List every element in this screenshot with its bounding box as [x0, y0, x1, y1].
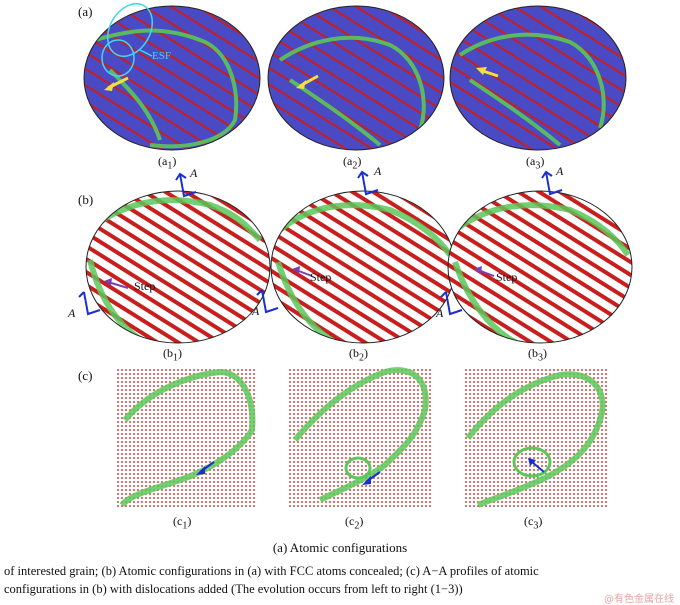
panel-label-b1: (b1)	[163, 346, 182, 364]
step-label-b3: Step	[496, 270, 518, 284]
section-label: A	[374, 164, 382, 178]
panel-b2-image	[270, 190, 456, 344]
watermark: @有色金属在线	[604, 594, 674, 605]
panel-label-c1: (c1)	[173, 514, 192, 532]
esf-outline	[101, 3, 154, 77]
panel-a1-image	[83, 3, 261, 151]
row-label-b: (b)	[78, 192, 94, 207]
caption-line-2: configurations in (b) with dislocations …	[4, 582, 463, 596]
panel-label-a1: (a1)	[158, 154, 177, 172]
section-markers	[78, 170, 563, 316]
panel-c2-image	[288, 367, 433, 507]
row-label-a: (a)	[78, 4, 93, 19]
panel-b1-image	[85, 190, 271, 344]
panel-label-c2: (c2)	[345, 514, 364, 532]
figure-artwork	[78, 3, 633, 508]
panel-a2-image	[267, 5, 445, 151]
panel-label-b2: (b2)	[349, 346, 368, 364]
section-label: A	[252, 304, 260, 318]
section-label: A	[556, 164, 564, 178]
blue-arrow-icon	[531, 461, 545, 473]
panel-label-a2: (a2)	[343, 154, 362, 172]
section-label: A	[190, 166, 198, 180]
panel-b3-image	[447, 190, 633, 344]
step-label-b2: Step	[310, 270, 332, 284]
panel-a3-image	[449, 5, 627, 151]
esf-label: ESF	[152, 50, 171, 62]
panel-label-c3: (c3)	[524, 514, 543, 532]
panel-label-b3: (b3)	[528, 346, 547, 364]
panel-c3-image	[463, 367, 609, 508]
row-label-c: (c)	[78, 368, 93, 383]
panel-label-a3: (a3)	[526, 154, 545, 172]
step-label-b1: Step	[134, 279, 156, 293]
section-label: A	[68, 306, 76, 320]
section-label: A	[436, 306, 444, 320]
figure-caption-title: (a) Atomic configurations	[272, 540, 408, 555]
panel-c1-image	[115, 367, 257, 508]
caption-line-1: of interested grain; (b) Atomic configur…	[4, 564, 539, 578]
